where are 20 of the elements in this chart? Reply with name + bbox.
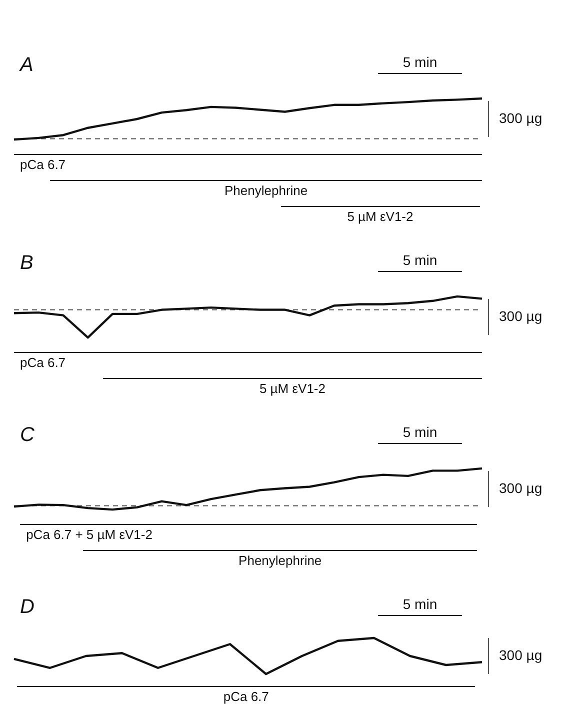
text: 5 min <box>402 252 438 268</box>
text: 5 min <box>402 596 438 612</box>
text: 300 µg <box>499 308 542 324</box>
text: pCa 6.7 <box>20 157 66 172</box>
chart-title: C <box>20 424 34 447</box>
chart-title: A <box>20 54 34 77</box>
text: 5 µM εV1-2 <box>259 381 326 396</box>
text: pCa 6.7 <box>20 355 66 370</box>
text: 5 min <box>402 424 438 440</box>
text: 300 µg <box>499 480 542 496</box>
annotation: 300 µg <box>499 647 542 663</box>
text: 300 µg <box>499 110 542 126</box>
chart-title: D <box>20 596 34 619</box>
text: Phenylephrine <box>238 553 322 568</box>
text: Phenylephrine <box>224 183 308 198</box>
text: 5 µM εV1-2 <box>347 209 414 224</box>
chart-title: B <box>20 252 34 275</box>
text: pCa 6.7 + 5 µM εV1-2 <box>26 527 152 542</box>
text: 5 min <box>402 54 438 70</box>
text: pCa 6.7 <box>223 689 269 704</box>
